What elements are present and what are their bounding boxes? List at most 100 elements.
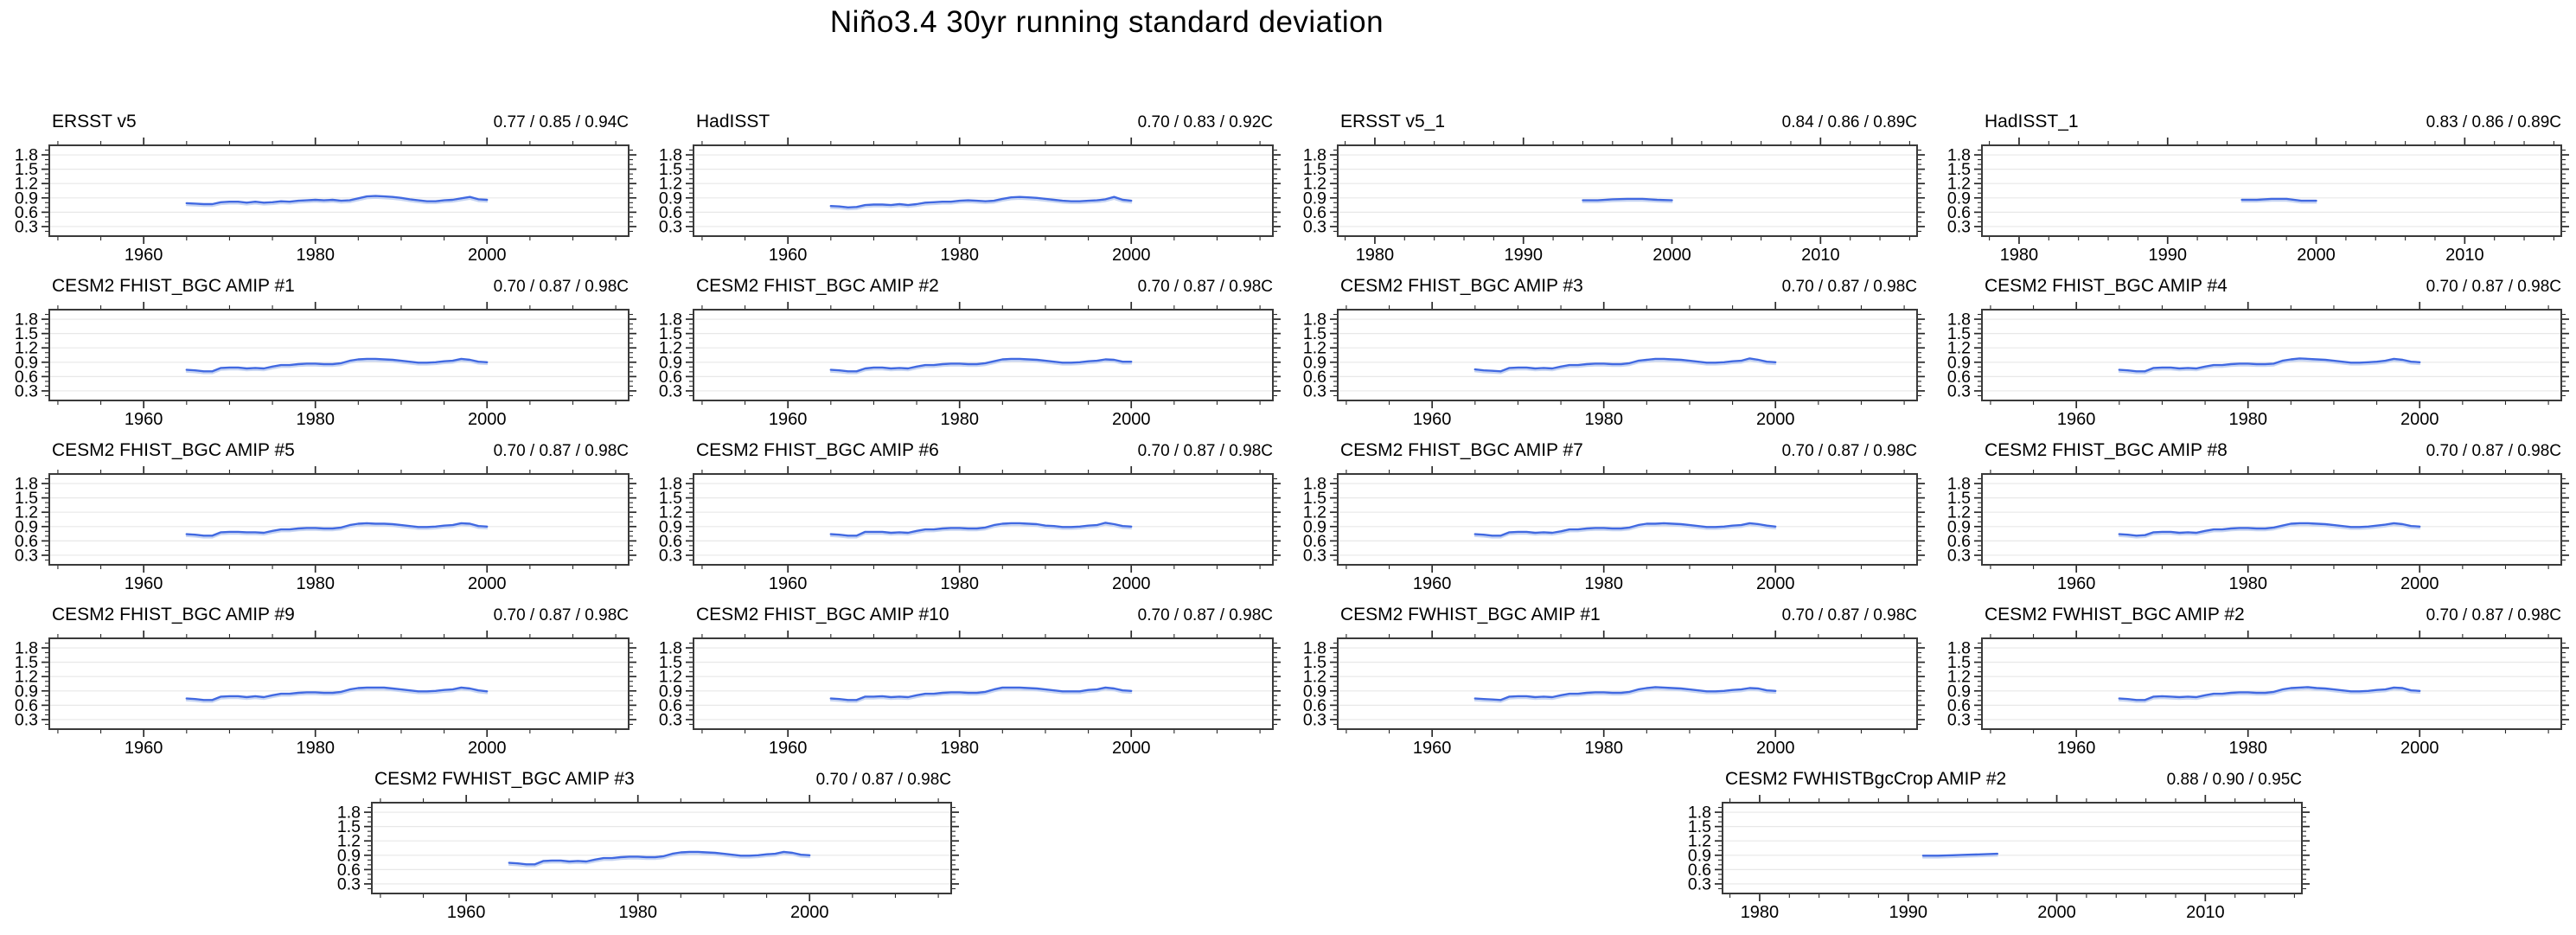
plot-frame bbox=[693, 144, 1274, 237]
x-tick-label: 2000 bbox=[1112, 739, 1151, 758]
y-tick-label: 1.5 bbox=[1947, 489, 1971, 508]
x-axis-ticks: 1980 1990 2000 2010 bbox=[1989, 138, 2554, 265]
series-line bbox=[2118, 686, 2421, 701]
plot-frame bbox=[48, 144, 630, 237]
series-line bbox=[829, 195, 1133, 209]
panel-stats: 0.70 / 0.87 / 0.98C bbox=[2426, 606, 2561, 624]
series-line bbox=[1473, 686, 1777, 701]
x-tick-label: 1980 bbox=[296, 410, 335, 429]
panel-title: CESM2 FWHIST_BGC AMIP #3 bbox=[374, 769, 635, 789]
plot-frame bbox=[1337, 637, 1918, 730]
y-tick-label: 0.6 bbox=[15, 532, 38, 551]
y-tick-label: 0.6 bbox=[1947, 696, 1971, 715]
panel-title: CESM2 FHIST_BGC AMIP #9 bbox=[52, 605, 295, 624]
y-axis-ticks: 0.30.60.91.21.51.8 bbox=[15, 639, 636, 729]
y-tick-label: 1.2 bbox=[659, 503, 682, 522]
y-tick-label: 1.2 bbox=[659, 339, 682, 358]
y-tick-label: 1.5 bbox=[337, 817, 361, 836]
y-tick-label: 1.8 bbox=[1303, 146, 1326, 165]
y-axis-ticks: 0.30.60.91.21.51.8 bbox=[659, 475, 1281, 565]
panel-title: CESM2 FWHIST_BGC AMIP #1 bbox=[1340, 605, 1601, 624]
panel-stats: 0.70 / 0.87 / 0.98C bbox=[815, 771, 951, 789]
y-tick-label: 1.5 bbox=[15, 489, 38, 508]
panel-cesm2-fwhist-bgc-amip-1: CESM2 FWHIST_BGC AMIP #1 0.70 / 0.87 / 0.… bbox=[1288, 597, 1933, 761]
panel-title: CESM2 FWHIST_BGC AMIP #2 bbox=[1985, 605, 2245, 624]
grid-lines bbox=[694, 483, 1273, 556]
y-axis-ticks: 0.30.60.91.21.51.8 bbox=[1947, 639, 2569, 729]
y-tick-label: 0.6 bbox=[337, 861, 361, 880]
panel-stats: 0.70 / 0.87 / 0.98C bbox=[493, 606, 629, 624]
y-tick-label: 0.6 bbox=[1688, 861, 1711, 880]
y-tick-label: 0.9 bbox=[1303, 682, 1326, 701]
y-tick-label: 0.6 bbox=[15, 696, 38, 715]
y-tick-label: 1.2 bbox=[659, 175, 682, 194]
panel-header: CESM2 FHIST_BGC AMIP #2 0.70 / 0.87 / 0.9… bbox=[644, 268, 1288, 298]
panel-ersst-v5-1: ERSST v5_1 0.84 / 0.86 / 0.89C 0.3 0.6 0.9 1.… bbox=[1288, 104, 1933, 268]
series-line-echo bbox=[2118, 688, 2421, 703]
panel-stats: 0.88 / 0.90 / 0.95C bbox=[2166, 771, 2302, 789]
x-tick-label: 1980 bbox=[1584, 574, 1623, 593]
x-tick-label: 1960 bbox=[2057, 410, 2096, 429]
plot-frame bbox=[1981, 144, 2562, 237]
series-line bbox=[1582, 197, 1673, 202]
x-tick-label: 1960 bbox=[125, 574, 163, 593]
x-tick-label: 1990 bbox=[2148, 246, 2187, 265]
x-axis-ticks: 1960 1980 2000 bbox=[57, 138, 617, 265]
y-axis-ticks: 0.30.60.91.21.51.8 bbox=[1303, 146, 1925, 236]
y-tick-label: 0.3 bbox=[659, 381, 682, 400]
y-tick-label: 0.3 bbox=[15, 710, 38, 729]
panel-stats: 0.70 / 0.87 / 0.98C bbox=[1781, 606, 1917, 624]
series-line bbox=[1921, 852, 1998, 857]
x-tick-label: 2000 bbox=[1112, 410, 1151, 429]
plot-frame bbox=[693, 473, 1274, 566]
grid-lines bbox=[49, 647, 629, 720]
x-axis-ticks: 1960 1980 2000 bbox=[57, 466, 617, 593]
x-tick-label: 2000 bbox=[790, 903, 829, 922]
series-line bbox=[829, 686, 1133, 701]
panel-title: HadISST bbox=[696, 112, 770, 131]
y-tick-label: 0.6 bbox=[1303, 532, 1326, 551]
series-line-echo bbox=[185, 524, 489, 539]
y-tick-label: 1.5 bbox=[15, 160, 38, 179]
y-tick-label: 1.8 bbox=[1688, 804, 1711, 823]
x-axis-ticks: 1960 1980 2000 bbox=[701, 302, 1261, 429]
y-tick-label: 1.2 bbox=[1947, 175, 1971, 194]
panel-title: ERSST v5_1 bbox=[1340, 112, 1446, 131]
series-line-echo bbox=[2240, 200, 2317, 204]
x-tick-label: 1990 bbox=[1889, 903, 1927, 922]
grid-lines bbox=[372, 811, 951, 885]
panel-cesm2-fhist-bgc-amip-4: CESM2 FHIST_BGC AMIP #4 0.70 / 0.87 / 0.9… bbox=[1933, 268, 2576, 432]
y-tick-label: 1.5 bbox=[659, 653, 682, 672]
panel-plot: 0.30.60.91.21.51.8 1960 1980 2000 bbox=[1303, 631, 1925, 758]
y-tick-label: 0.3 bbox=[1303, 546, 1326, 565]
panel-cesm2-fhist-bgc-amip-5: CESM2 FHIST_BGC AMIP #5 0.70 / 0.87 / 0.9… bbox=[0, 432, 644, 597]
series-line bbox=[508, 850, 811, 866]
y-tick-label: 0.9 bbox=[1947, 189, 1971, 208]
x-tick-label: 1960 bbox=[125, 246, 163, 265]
y-tick-label: 0.9 bbox=[659, 517, 682, 536]
panel-title: CESM2 FHIST_BGC AMIP #4 bbox=[1985, 276, 2228, 296]
panel-header: CESM2 FHIST_BGC AMIP #5 0.70 / 0.87 / 0.9… bbox=[0, 432, 644, 462]
panel-stats: 0.70 / 0.87 / 0.98C bbox=[1781, 442, 1917, 460]
plot-frame bbox=[1722, 802, 2303, 894]
panel-cesm2-fhist-bgc-amip-2: CESM2 FHIST_BGC AMIP #2 0.70 / 0.87 / 0.9… bbox=[644, 268, 1288, 432]
x-tick-label: 1980 bbox=[2000, 246, 2039, 265]
x-tick-label: 1980 bbox=[1741, 903, 1780, 922]
grid-lines bbox=[1982, 483, 2561, 556]
y-tick-label: 1.8 bbox=[15, 146, 38, 165]
x-axis-ticks: 1960 1980 2000 bbox=[1990, 466, 2549, 593]
panel-title: CESM2 FHIST_BGC AMIP #10 bbox=[696, 605, 949, 624]
series-line bbox=[829, 357, 1133, 373]
x-tick-label: 1980 bbox=[2228, 739, 2267, 758]
panel-stats: 0.84 / 0.86 / 0.89C bbox=[1781, 113, 1917, 131]
panel-plot: 0.30.60.91.21.51.8 1980 1990 2000 2010 bbox=[1947, 138, 2569, 265]
y-axis-ticks: 0.30.60.91.21.51.8 bbox=[337, 804, 959, 893]
panel-title: CESM2 FWHISTBgcCrop AMIP #2 bbox=[1725, 769, 2007, 789]
panel-header: CESM2 FHIST_BGC AMIP #3 0.70 / 0.87 / 0.9… bbox=[1288, 268, 1933, 298]
plot-frame bbox=[1981, 473, 2562, 566]
panel-stats: 0.77 / 0.85 / 0.94C bbox=[493, 113, 629, 131]
y-tick-label: 1.5 bbox=[1688, 817, 1711, 836]
x-axis-ticks: 1960 1980 2000 bbox=[57, 302, 617, 429]
plot-frame bbox=[693, 637, 1274, 730]
y-tick-label: 1.8 bbox=[1947, 639, 1971, 658]
